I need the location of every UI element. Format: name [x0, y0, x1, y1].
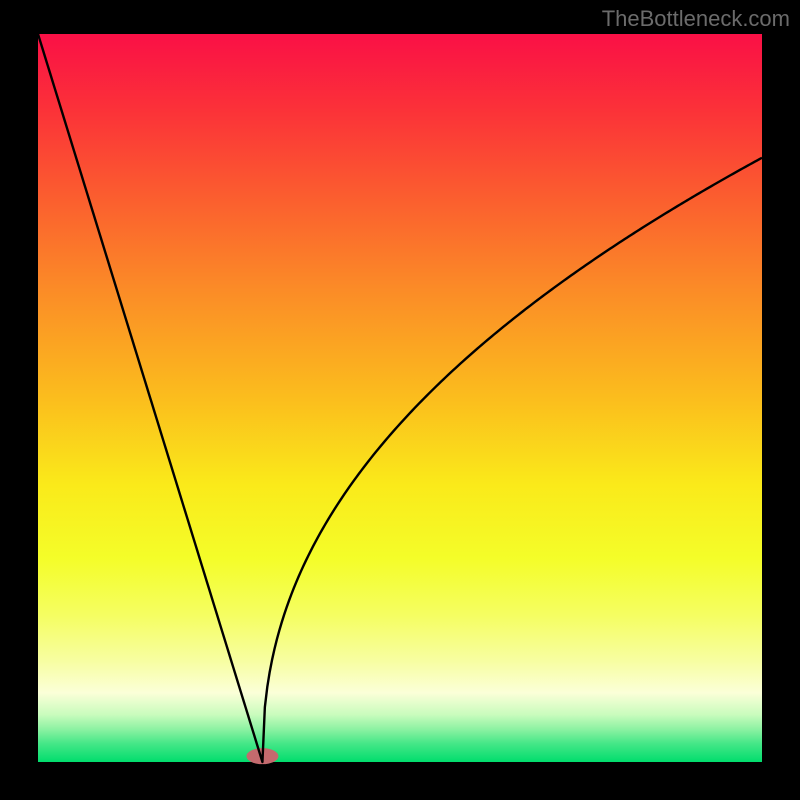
chart-svg: [0, 0, 800, 800]
chart-stage: TheBottleneck.com: [0, 0, 800, 800]
watermark-text: TheBottleneck.com: [602, 6, 790, 32]
plot-area: [38, 34, 762, 762]
